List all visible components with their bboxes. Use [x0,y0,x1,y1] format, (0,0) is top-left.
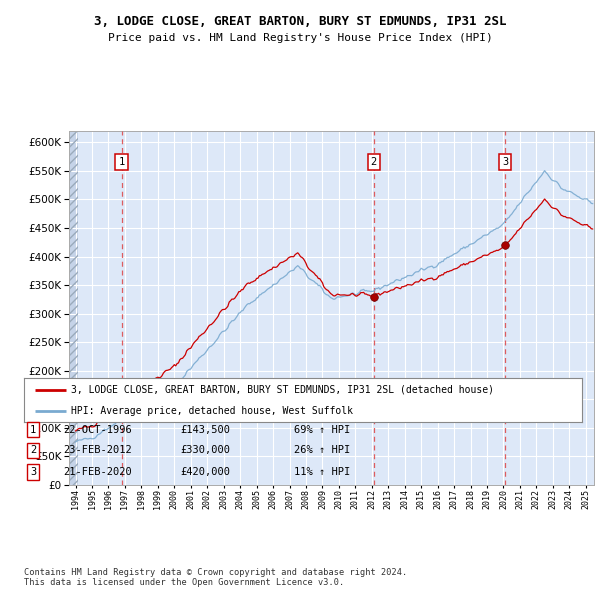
Text: 3: 3 [30,467,36,477]
Text: 26% ↑ HPI: 26% ↑ HPI [294,445,350,455]
Text: HPI: Average price, detached house, West Suffolk: HPI: Average price, detached house, West… [71,406,353,416]
Text: £330,000: £330,000 [180,445,230,455]
Text: 1: 1 [30,425,36,434]
Text: 69% ↑ HPI: 69% ↑ HPI [294,425,350,434]
Text: £143,500: £143,500 [180,425,230,434]
Bar [69,131,78,485]
Text: 23-FEB-2012: 23-FEB-2012 [63,445,132,455]
Bar [69,131,78,485]
Text: 22-OCT-1996: 22-OCT-1996 [63,425,132,434]
Text: 21-FEB-2020: 21-FEB-2020 [63,467,132,477]
Text: 11% ↑ HPI: 11% ↑ HPI [294,467,350,477]
Text: £420,000: £420,000 [180,467,230,477]
Text: 3, LODGE CLOSE, GREAT BARTON, BURY ST EDMUNDS, IP31 2SL: 3, LODGE CLOSE, GREAT BARTON, BURY ST ED… [94,15,506,28]
Text: 2: 2 [30,445,36,455]
Text: 2: 2 [371,158,377,168]
Text: 1: 1 [118,158,125,168]
Text: Contains HM Land Registry data © Crown copyright and database right 2024.
This d: Contains HM Land Registry data © Crown c… [24,568,407,587]
Text: Price paid vs. HM Land Registry's House Price Index (HPI): Price paid vs. HM Land Registry's House … [107,33,493,43]
Text: 3, LODGE CLOSE, GREAT BARTON, BURY ST EDMUNDS, IP31 2SL (detached house): 3, LODGE CLOSE, GREAT BARTON, BURY ST ED… [71,385,494,395]
Text: 3: 3 [502,158,509,168]
